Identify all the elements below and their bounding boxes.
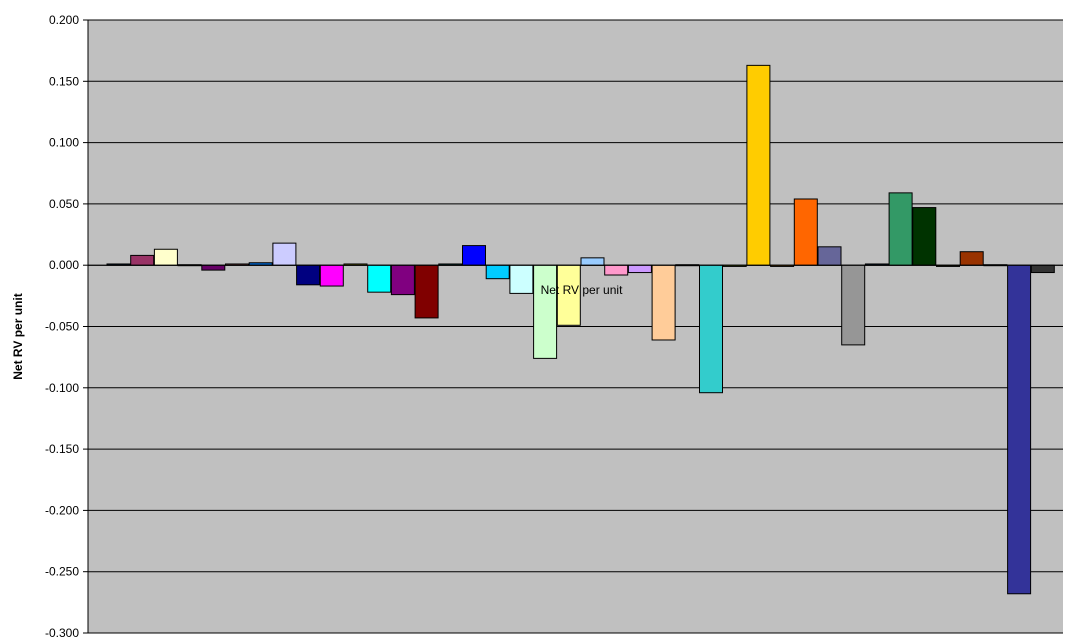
bar: [959, 251, 984, 266]
y-tick-label: -0.100: [45, 381, 79, 395]
y-axis-label: Net RV per unit: [11, 293, 25, 379]
bar: [1007, 264, 1032, 595]
bars: [106, 64, 1055, 595]
bar: [201, 264, 226, 271]
y-tick-label: 0.150: [49, 74, 79, 88]
y-tick-label: 0.100: [49, 136, 79, 150]
y-tick-label: -0.150: [45, 442, 79, 456]
y-tick-label: 0.000: [49, 258, 79, 272]
bar: [627, 264, 652, 274]
bar: [817, 246, 842, 266]
bar: [462, 245, 486, 266]
gridlines: [88, 19, 1063, 634]
bar: [509, 264, 534, 294]
bar: [699, 264, 723, 394]
y-tick-label: 0.200: [49, 13, 79, 27]
bar: [793, 198, 818, 266]
bar: [580, 257, 605, 266]
y-axis-ticks: 0.200 0.150 0.100 0.050 0.000 -0.050 -0.100 -0.…: [45, 13, 88, 637]
y-tick-label: -0.250: [45, 565, 79, 579]
bar: [414, 264, 439, 319]
bar: [912, 207, 937, 266]
bar: [272, 242, 297, 266]
bar: [367, 264, 392, 293]
y-tick-label: -0.200: [45, 503, 79, 517]
bar: [533, 264, 558, 359]
bar: [746, 64, 771, 266]
y-tick-label: -0.300: [45, 626, 79, 637]
bar: [485, 264, 510, 280]
bar: [130, 254, 155, 266]
bar: [888, 192, 913, 266]
bar: [390, 264, 415, 296]
center-label: Net RV per unit: [541, 283, 623, 297]
bar: [841, 264, 866, 346]
bar: [651, 264, 676, 341]
bar: [153, 248, 178, 266]
y-tick-label: 0.050: [49, 197, 79, 211]
y-tick-label: -0.050: [45, 320, 79, 334]
bar: [604, 264, 629, 276]
bar: [319, 264, 344, 287]
bar: [1030, 264, 1055, 274]
bar: [296, 264, 321, 286]
